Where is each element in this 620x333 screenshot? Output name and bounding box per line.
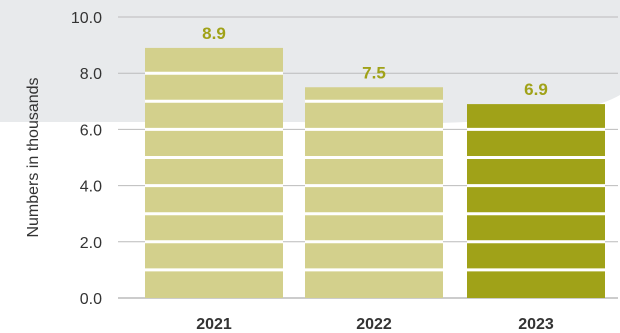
- data-label-2021: 8.9: [202, 24, 226, 43]
- y-axis-label: Numbers in thousands: [25, 77, 42, 237]
- y-tick-label: 0.0: [80, 291, 102, 308]
- y-tick-label: 4.0: [80, 179, 102, 196]
- x-tick-label-2021: 2021: [196, 316, 232, 333]
- y-tick-label: 10.0: [71, 10, 102, 27]
- bar-2021: [145, 47, 283, 298]
- x-tick-label-2023: 2023: [518, 316, 554, 333]
- bar-2022: [305, 87, 443, 298]
- y-tick-label: 6.0: [80, 122, 102, 139]
- x-tick-label-2022: 2022: [356, 316, 392, 333]
- bar-2023: [467, 104, 605, 298]
- data-label-2022: 7.5: [362, 63, 386, 82]
- y-tick-label: 2.0: [80, 235, 102, 252]
- data-label-2023: 6.9: [524, 80, 548, 99]
- y-tick-label: 8.0: [80, 66, 102, 83]
